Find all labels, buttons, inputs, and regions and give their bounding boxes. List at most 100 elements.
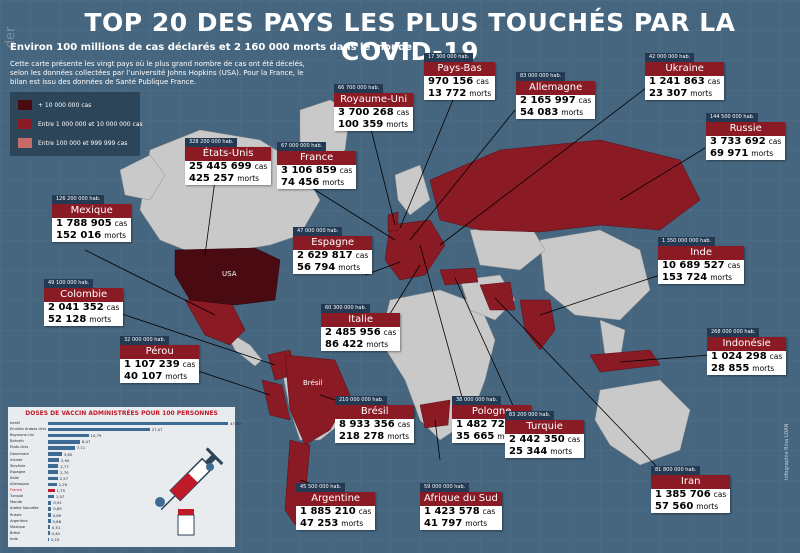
population-badge: 32 000 000 hab.: [120, 336, 170, 345]
deaths-unit: morts: [237, 174, 260, 183]
vaccine-value: 1,57: [55, 494, 65, 500]
vaccine-country-label: Bahreïn: [10, 439, 24, 444]
population-badge: 81 800 000 hab.: [651, 466, 701, 475]
deaths-line: 25 344 morts: [505, 446, 584, 458]
cases-value: 1 788 905: [56, 218, 112, 229]
deaths-line: 218 278 morts: [335, 431, 414, 443]
country-card-etats-unis: 328 200 000 hab. États-Unis 25 445 699 cas 4…: [185, 138, 272, 185]
country-card-afrique-du-sud: 59 000 000 hab. Afrique du Sud 1 423 578 ca…: [420, 483, 502, 530]
country-card-pays-bas: 17 300 000 hab. Pays-Bas 970 156 cas 13 772 m…: [424, 53, 496, 100]
cases-value: 2 165 997: [520, 95, 576, 106]
vaccine-country-label: Israël: [10, 421, 20, 425]
country-card-turquie: 83 200 000 hab. Turquie 2 442 350 cas 25 344…: [505, 411, 585, 458]
vaccine-country-label: Brésil: [10, 530, 20, 535]
population-badge: 47 000 000 hab.: [293, 227, 343, 236]
cases-unit: cas: [482, 507, 496, 516]
country-name: Colombie: [44, 288, 124, 302]
legend-item: Entre 100 000 et 999 999 cas: [18, 138, 143, 150]
cases-line: 2 485 956 cas: [321, 327, 400, 339]
legend-label: Entre 100 000 et 999 999 cas: [38, 140, 128, 147]
cases-line: 1 385 706 cas: [651, 489, 730, 501]
map-russia: [429, 139, 701, 233]
country-name: Argentine: [296, 492, 376, 506]
vaccine-country-label: Turquie: [10, 494, 24, 499]
cases-unit: cas: [396, 108, 410, 117]
population-badge: 83 200 000 hab.: [505, 411, 555, 420]
vaccine-country-label: Irlande: [10, 457, 23, 462]
country-card-allemagne: 83 000 000 hab. Allemagne 2 165 997 cas 54 0…: [516, 72, 596, 119]
population-badge: 83 000 000 hab.: [516, 72, 566, 81]
cases-unit: cas: [476, 77, 489, 86]
deaths-line: 28 855 morts: [707, 363, 786, 375]
vaccine-bar: [48, 446, 75, 450]
deaths-value: 25 344: [509, 446, 548, 457]
deaths-unit: morts: [338, 263, 361, 272]
australia: [594, 379, 691, 466]
deaths-unit: morts: [165, 372, 188, 381]
country-name: Pérou: [120, 345, 200, 359]
country-name: Afrique du Sud: [420, 492, 502, 506]
map-indonesia: [589, 349, 661, 373]
vaccine-bar: [48, 421, 228, 426]
vaccine-country-label: Mexique: [10, 524, 26, 529]
map-europe: [384, 219, 446, 281]
syringe-illustration: [155, 447, 224, 536]
cases-value: 2 629 817: [297, 250, 353, 261]
deaths-value: 152 016: [56, 230, 102, 241]
cases-unit: cas: [355, 251, 369, 260]
map-brazil: [284, 354, 351, 446]
cases-value: 3 733 692: [710, 136, 766, 147]
legend-item: + 10 000 000 cas: [18, 100, 143, 112]
cases-value: 10 689 527: [662, 260, 725, 271]
deaths-value: 54 083: [520, 107, 559, 118]
deaths-unit: morts: [696, 502, 719, 511]
vaccine-value: 2,90: [60, 457, 70, 463]
land-affected: [184, 139, 701, 526]
map-south-africa: [419, 399, 451, 429]
vaccine-value: 0,85: [53, 506, 62, 512]
vaccine-bar: [48, 482, 57, 487]
country-card-perou: 32 000 000 hab. Pérou 1 107 239 cas 40 107 mo…: [120, 336, 200, 383]
cases-line: 3 700 268 cas: [334, 107, 413, 119]
map-usa: [174, 247, 281, 306]
population-badge: 49 100 000 hab.: [44, 279, 94, 288]
cases-value: 1 385 706: [655, 489, 711, 500]
deaths-unit: morts: [690, 89, 713, 98]
cases-line: 1 423 578 cas: [420, 506, 502, 518]
vaccine-bar: [48, 531, 50, 536]
country-card-ukraine: 42 000 000 hab. Ukraine 1 241 863 cas 23 307…: [645, 53, 725, 100]
vaccine-value: 0,51: [51, 524, 61, 530]
country-card-italie: 60 300 000 hab. Italie 2 485 956 cas 86 422 m…: [321, 304, 401, 351]
legend-swatch: [18, 138, 32, 148]
cases-unit: cas: [254, 162, 268, 171]
deaths-line: 152 016 morts: [52, 230, 131, 242]
country-name: Royaume-Uni: [334, 93, 414, 107]
intro-text: Cette carte présente les vingt pays où l…: [10, 60, 305, 86]
country-name: Brésil: [335, 405, 415, 419]
deaths-value: 74 456: [281, 177, 320, 188]
country-name: Ukraine: [645, 62, 725, 76]
vaccine-country-label: Danemark: [10, 451, 29, 456]
cases-unit: cas: [769, 352, 783, 361]
country-card-espagne: 47 000 000 hab. Espagne 2 629 817 cas 56 794…: [293, 227, 373, 274]
population-badge: 1 350 000 000 hab.: [658, 237, 716, 246]
deaths-value: 40 107: [124, 371, 163, 382]
vaccine-country-label: France: [10, 488, 22, 493]
deaths-value: 57 560: [655, 501, 694, 512]
cases-value: 3 700 268: [338, 107, 394, 118]
deaths-unit: morts: [341, 519, 364, 528]
vaccine-bar: [48, 476, 58, 481]
country-name: États-Unis: [185, 147, 272, 161]
deaths-line: 54 083 morts: [516, 107, 595, 119]
legend-label: Entre 1 000 000 et 10 000 000 cas: [38, 121, 143, 128]
map-peru: [261, 379, 291, 421]
country-card-colombie: 49 100 000 hab. Colombie 2 041 352 cas 52 12…: [44, 279, 124, 326]
deaths-line: 47 253 morts: [296, 518, 375, 530]
vaccine-value: 8,47: [81, 439, 91, 445]
cases-value: 2 485 956: [325, 327, 381, 338]
country-name: Iran: [651, 475, 731, 489]
cases-value: 1 024 298: [711, 351, 767, 362]
country-card-argentine: 45 500 000 hab. Argentine 1 885 210 cas 47 2…: [296, 483, 376, 530]
cases-value: 1 482 722: [456, 419, 512, 430]
